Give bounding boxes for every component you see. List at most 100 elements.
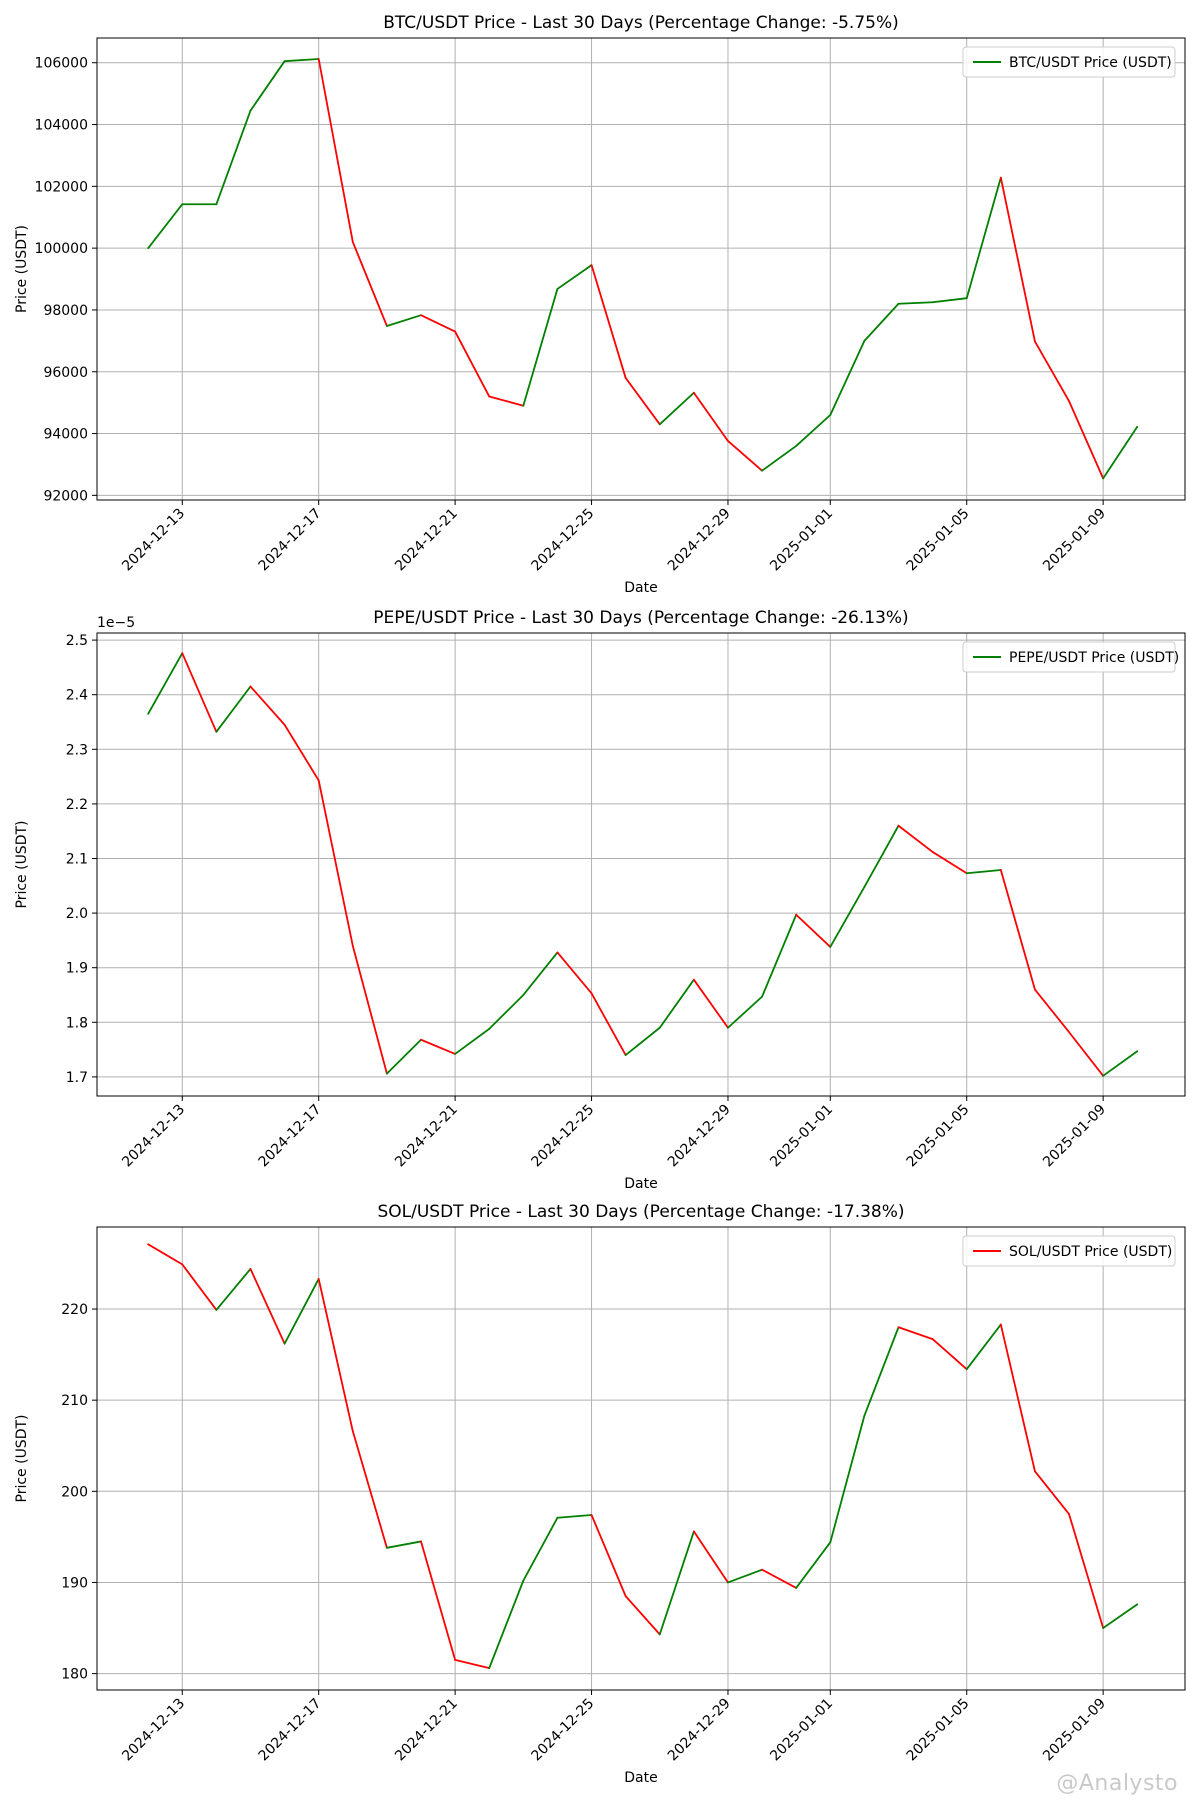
x-tick-label: 2025-01-01	[767, 506, 836, 575]
price-segment-down	[931, 1338, 968, 1371]
x-tick-label: 2025-01-09	[1040, 506, 1109, 575]
price-segment-down	[727, 440, 763, 472]
y-tick-label: 92000	[43, 488, 88, 504]
price-segment-down	[317, 58, 354, 243]
y-axis-label: Price (USDT)	[14, 821, 30, 909]
y-tick-label: 106000	[35, 56, 88, 72]
price-segment-up	[556, 264, 593, 290]
price-segment-up	[386, 1540, 422, 1549]
y-tick-label: 2.2	[66, 797, 88, 813]
price-segment-up	[795, 414, 832, 447]
y-tick-label: 220	[61, 1302, 88, 1318]
price-segment-down	[931, 851, 968, 875]
price-segment-up	[1102, 1603, 1139, 1629]
plot-frame	[96, 1226, 1186, 1691]
price-segment-up	[658, 391, 695, 426]
price-segment-down	[420, 1540, 457, 1661]
chart-panel-1: BTC/USDT Price - Last 30 Days (Percentag…	[14, 13, 1186, 596]
price-segment-down	[1068, 1513, 1105, 1629]
legend-label: PEPE/USDT Price (USDT)	[1009, 650, 1179, 666]
price-segment-up	[283, 1278, 320, 1345]
price-segment-down	[351, 944, 388, 1075]
x-tick-label: 2025-01-09	[1040, 1102, 1109, 1171]
price-segment-down	[556, 951, 593, 995]
price-segment-down	[999, 869, 1036, 991]
y-tick-label: 2.5	[66, 633, 88, 649]
price-segment-up	[283, 58, 320, 63]
price-segment-down	[317, 779, 354, 947]
price-segment-down	[351, 1430, 388, 1549]
price-segment-up	[215, 685, 252, 733]
price-segment-down	[590, 1514, 627, 1598]
y-tick-label: 180	[61, 1667, 88, 1683]
price-segment-down	[999, 1323, 1036, 1473]
price-segment-up	[931, 297, 968, 304]
x-tick-label: 2024-12-13	[119, 1102, 188, 1171]
y-tick-label: 1.9	[66, 961, 88, 977]
price-segment-up	[1102, 425, 1139, 480]
price-segment-down	[1034, 1470, 1070, 1515]
price-segment-up	[658, 1530, 695, 1636]
price-segment-up	[795, 1541, 832, 1589]
price-segment-down	[454, 330, 491, 398]
price-segment-up	[249, 60, 286, 112]
x-tick-label: 2024-12-29	[665, 1102, 734, 1171]
price-segment-down	[249, 1268, 286, 1345]
y-axis-label: Price (USDT)	[14, 1415, 30, 1503]
price-segment-up	[215, 109, 252, 206]
price-segment-up	[761, 445, 798, 472]
price-segment-down	[590, 992, 627, 1056]
legend-box	[962, 641, 1176, 673]
price-segment-down	[181, 652, 218, 733]
x-tick-label: 2025-01-05	[904, 506, 973, 575]
legend: SOL/USDT Price (USDT)	[962, 1235, 1176, 1267]
price-segment-down	[795, 913, 832, 948]
y-tick-label: 2.0	[66, 906, 88, 922]
x-tick-label: 2025-01-01	[767, 1696, 836, 1765]
y-axis-label: Price (USDT)	[14, 225, 30, 313]
x-tick-label: 2024-12-21	[392, 1696, 461, 1765]
price-segment-up	[147, 203, 184, 250]
x-tick-label: 2024-12-13	[119, 1696, 188, 1765]
x-tick-label: 2025-01-05	[904, 1696, 973, 1765]
y-tick-label: 96000	[43, 365, 88, 381]
price-segment-up	[624, 1026, 661, 1056]
y-tick-label: 2.3	[66, 742, 88, 758]
price-segment-up	[829, 339, 866, 416]
x-axis-label: Date	[624, 1176, 657, 1192]
legend: PEPE/USDT Price (USDT)	[962, 641, 1179, 673]
legend-label: BTC/USDT Price (USDT)	[1009, 55, 1172, 71]
price-segment-down	[692, 978, 729, 1029]
chart-title: BTC/USDT Price - Last 30 Days (Percentag…	[383, 13, 899, 33]
x-tick-label: 2024-12-29	[665, 506, 734, 575]
price-segment-down	[249, 685, 286, 726]
legend: BTC/USDT Price (USDT)	[962, 46, 1176, 78]
price-segment-up	[522, 1516, 559, 1582]
y-tick-label: 100000	[35, 241, 88, 257]
x-axis-label: Date	[624, 1770, 657, 1786]
price-segment-up	[829, 885, 866, 948]
price-segment-up	[454, 1027, 491, 1055]
price-segment-up	[488, 994, 525, 1030]
price-segment-up	[863, 302, 900, 342]
price-segment-down	[1068, 400, 1105, 480]
y-tick-label: 102000	[35, 179, 88, 195]
x-tick-label: 2024-12-13	[119, 506, 188, 575]
price-segment-up	[386, 314, 422, 327]
x-axis-label: Date	[624, 580, 657, 596]
price-segment-up	[522, 288, 559, 407]
price-segment-down	[351, 241, 388, 327]
price-segment-up	[829, 1414, 866, 1544]
y-tick-label: 190	[61, 1575, 88, 1591]
watermark-text: @Analysto	[1056, 1771, 1178, 1796]
legend-box	[962, 1235, 1176, 1267]
price-segment-up	[761, 913, 798, 998]
price-segment-down	[1034, 340, 1070, 403]
price-segment-down	[999, 176, 1036, 343]
price-segment-down	[181, 1263, 218, 1311]
x-tick-label: 2025-01-05	[904, 1102, 973, 1171]
price-segment-up	[522, 951, 559, 996]
price-segment-up	[727, 1568, 763, 1584]
y-tick-label: 2.4	[66, 688, 88, 704]
